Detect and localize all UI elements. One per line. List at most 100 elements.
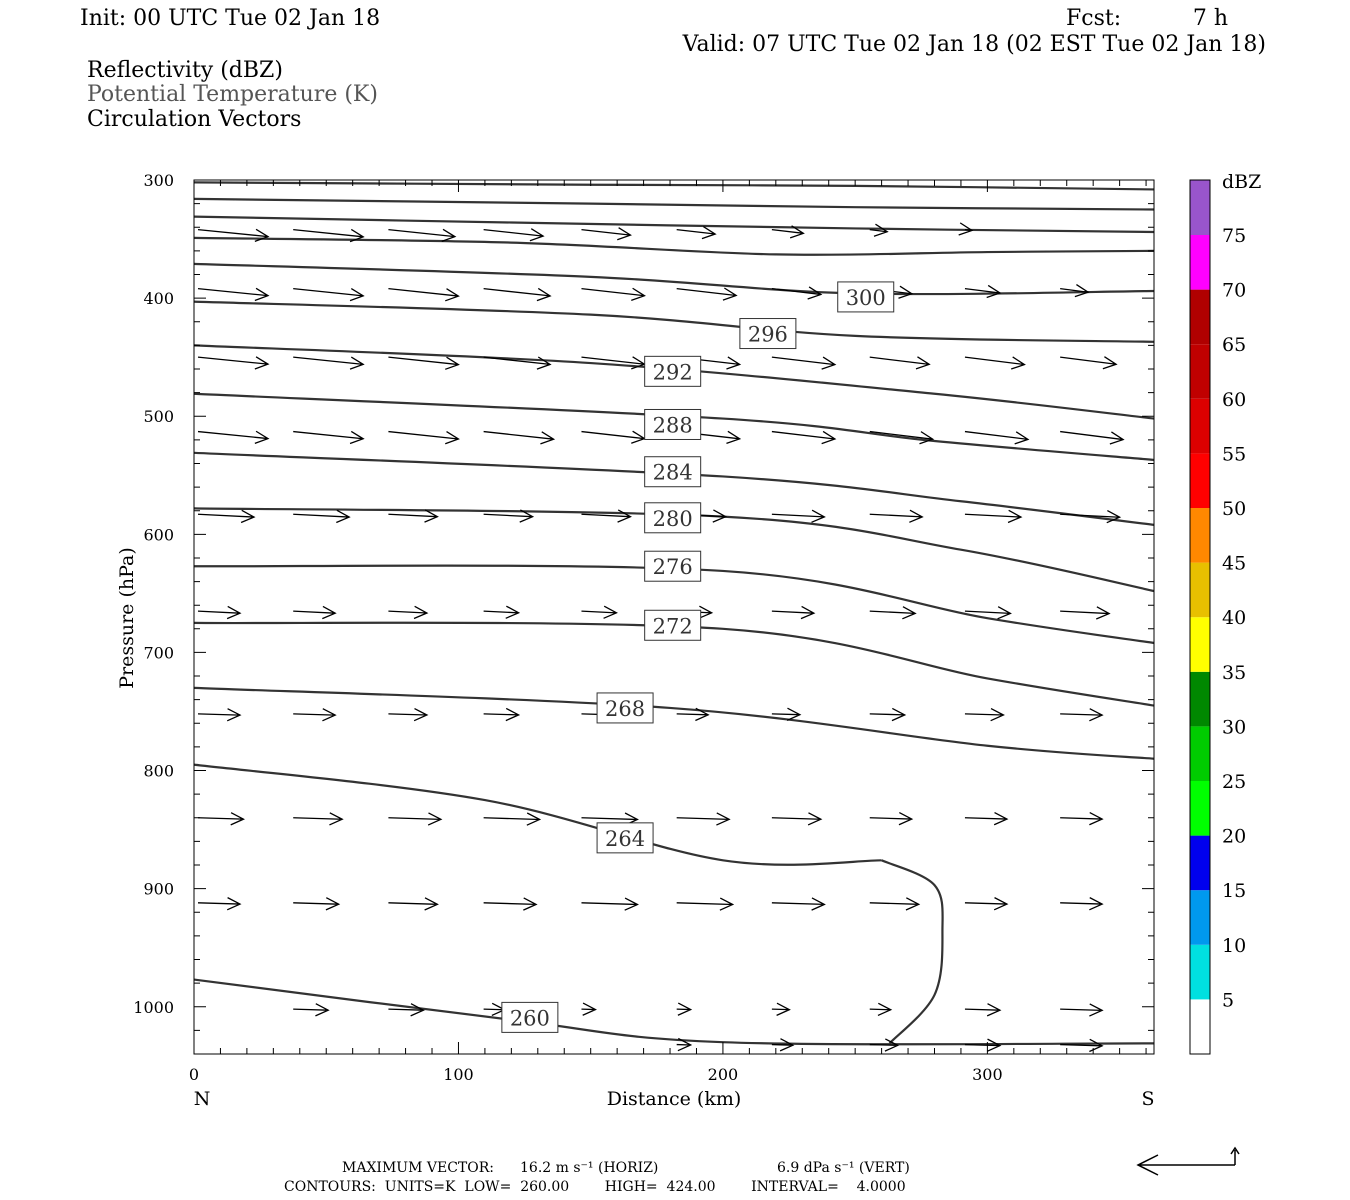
vector-6-3 [483, 707, 521, 722]
vector-8-4 [581, 897, 639, 911]
isentrope-13 [193, 763, 882, 866]
contour-label-box-0 [837, 281, 895, 313]
contour-label-box-8 [596, 692, 654, 724]
vector-7-3 [483, 812, 542, 826]
vector-2-6 [771, 356, 837, 370]
contour-label-292: 292 [653, 360, 693, 384]
vector-4-7 [869, 509, 924, 523]
vector-3-7 [869, 430, 935, 445]
x-tick-200: 200 [708, 1065, 739, 1084]
max-vector-vert: 6.9 dPa s⁻¹ (VERT) [777, 1160, 910, 1176]
vector-7-1 [293, 812, 344, 826]
vector-7-2 [388, 812, 443, 826]
colorbar-label-65: 65 [1222, 334, 1246, 356]
y-tick-700: 700 [143, 643, 174, 662]
vector-4-9 [1060, 509, 1122, 524]
vector-8-5 [676, 897, 735, 911]
colorbar-swatch-5 [1190, 944, 1210, 1000]
vector-3-0 [197, 430, 270, 444]
vector-6-5 [676, 707, 710, 722]
colorbar-label-55: 55 [1222, 443, 1246, 465]
vector-1-3 [483, 287, 552, 302]
vector-9-9 [1060, 1003, 1104, 1017]
vector-7-7 [869, 812, 914, 826]
vector-9-1 [293, 1003, 330, 1017]
y-tick-900: 900 [143, 880, 174, 899]
isentrope-2 [193, 215, 1155, 234]
vector-9-4 [581, 1002, 597, 1016]
isentrope-lines [193, 181, 1155, 1046]
x-axis-ticks: 0 100 200 300 [189, 1065, 1003, 1084]
vector-5-6 [771, 605, 816, 620]
forecast-hours: 7 h [1193, 6, 1228, 31]
colorbar-swatch-15 [1190, 835, 1210, 891]
contour-label-box-6 [644, 550, 702, 582]
vector-8-8 [964, 897, 1009, 911]
y-tick-1000: 1000 [133, 998, 174, 1017]
plot-frame [193, 179, 1155, 1055]
vector-2-8 [964, 356, 1026, 370]
vector-8-7 [869, 897, 921, 911]
vector-2-3 [483, 356, 552, 370]
colorbar-unit: dBZ [1222, 171, 1261, 193]
vector-4-4 [581, 509, 632, 523]
contour-label-box-7 [644, 609, 702, 641]
y-tick-400: 400 [143, 289, 174, 308]
contour-label-300: 300 [846, 286, 886, 310]
vector-8-1 [293, 897, 341, 911]
vector-5-3 [483, 605, 521, 619]
vector-1-8 [964, 284, 1002, 299]
vector-6-1 [293, 708, 337, 722]
colorbar-swatch-35 [1190, 617, 1210, 672]
vector-6-6 [771, 707, 802, 721]
contour-label-268: 268 [605, 697, 645, 721]
colorbar-label-25: 25 [1222, 771, 1246, 793]
vector-5-1 [293, 605, 337, 620]
colorbar-label-20: 20 [1222, 826, 1246, 848]
contour-label-272: 272 [653, 614, 693, 638]
vector-10-8 [964, 1038, 1002, 1052]
vector-2-1 [293, 356, 365, 370]
colorbar-swatch-10 [1190, 890, 1210, 945]
contour-label-284: 284 [653, 461, 693, 485]
y-axis-ticks: 300 400 500 600 700 800 900 1000 [133, 171, 174, 1017]
contour-label-box-5 [644, 502, 702, 534]
circulation-vectors [197, 222, 1125, 1053]
vector-7-0 [197, 812, 245, 826]
contour-info: CONTOURS: UNITS=K LOW= 260.00 HIGH= 424.… [284, 1179, 906, 1195]
vector-5-2 [388, 605, 429, 620]
x-tick-100: 100 [443, 1065, 474, 1084]
vector-6-9 [1060, 708, 1104, 722]
vector-4-1 [293, 509, 351, 524]
vector-9-8 [964, 1003, 1002, 1017]
contour-labels: 300 296 292 288 284 280 276 272 268 264 260 [501, 281, 895, 1033]
colorbar-label-50: 50 [1222, 498, 1246, 520]
vector-1-4 [581, 287, 646, 301]
vector-4-8 [964, 509, 1023, 524]
y-tick-500: 500 [143, 407, 174, 426]
colorbar-swatch-20 [1190, 781, 1210, 836]
vector-5-9 [1060, 606, 1111, 620]
isentrope-1 [193, 197, 1155, 211]
vector-9-2 [388, 1003, 425, 1017]
colorbar-outline [1189, 179, 1211, 1055]
vector-4-0 [197, 509, 256, 524]
vector-9-7 [869, 1002, 893, 1017]
vector-10-7 [869, 1038, 900, 1052]
colorbar-swatch-40 [1190, 562, 1210, 618]
vector-9-6 [771, 1002, 791, 1016]
colorbar-label-15: 15 [1222, 880, 1246, 902]
forecast-label: Fcst: [1066, 6, 1121, 31]
y-tick-300: 300 [143, 171, 174, 190]
x-axis-end-north: N [194, 1088, 211, 1110]
field-circulation-vectors: Circulation Vectors [87, 107, 301, 132]
contour-label-box-1 [739, 318, 797, 350]
colorbar-swatch-60 [1190, 344, 1210, 399]
max-vector-label: MAXIMUM VECTOR: [342, 1160, 494, 1176]
vector-3-2 [388, 430, 460, 445]
vector-1-9 [1060, 284, 1090, 298]
vector-8-9 [1060, 897, 1104, 911]
vector-3-4 [581, 430, 646, 444]
colorbar-swatch-70 [1190, 235, 1210, 290]
contour-label-280: 280 [653, 507, 693, 531]
